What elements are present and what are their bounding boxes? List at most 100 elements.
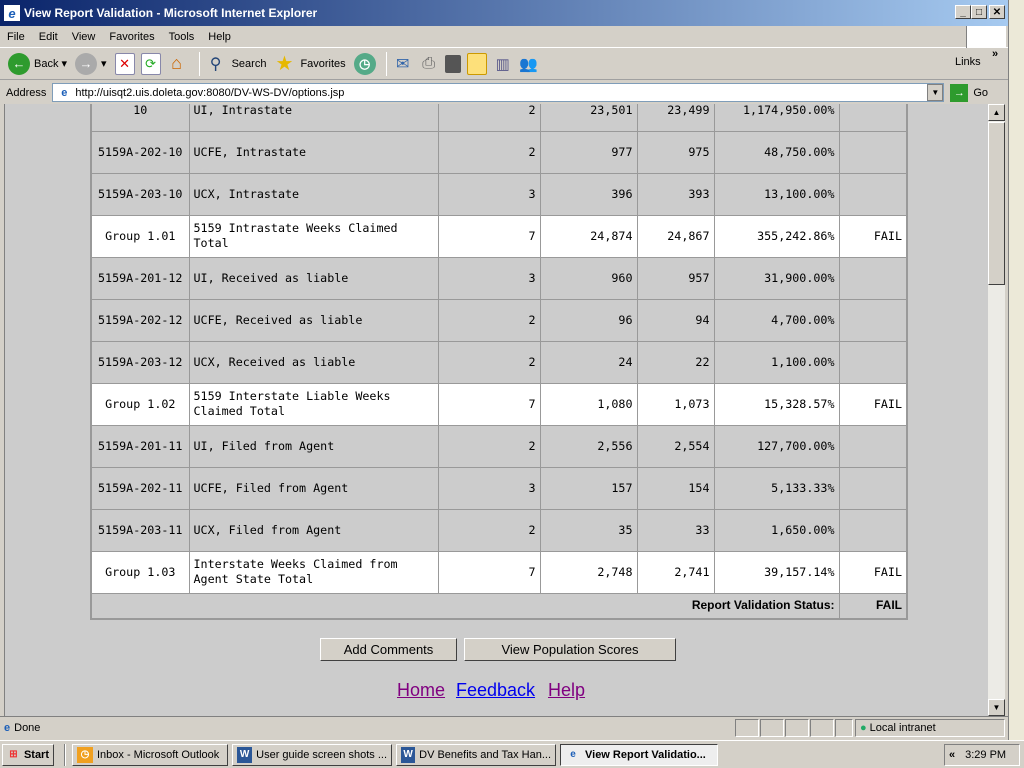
globe-icon: ●: [860, 722, 867, 734]
chevron-right-icon[interactable]: »: [992, 48, 999, 60]
status-label: Report Validation Status:: [90, 592, 840, 620]
table-row: 5159A-202-10 UCFE, Intrastate 2 977 975 48,75…: [90, 130, 908, 174]
stop-icon[interactable]: ✕: [114, 52, 135, 75]
task-ie[interactable]: e View Report Validatio...: [560, 743, 718, 766]
task-word-1[interactable]: W User guide screen shots ...: [232, 743, 392, 766]
cell-id: 5159A-201-12: [90, 256, 190, 300]
print-icon[interactable]: ⎙: [422, 54, 436, 72]
cell-status: FAIL: [838, 382, 908, 426]
menu-file[interactable]: File: [7, 30, 25, 43]
links-button[interactable]: Links: [955, 56, 981, 68]
page-content: 10 UI, Intrastate 2 23,501 23,499 1,174,950.0…: [4, 104, 988, 716]
add-comments-button[interactable]: Add Comments: [320, 638, 457, 661]
close-button[interactable]: ✕: [989, 5, 1005, 19]
status-bar: e Done ● Local intranet: [0, 716, 1008, 738]
help-link[interactable]: Help: [548, 680, 586, 700]
task-word-2[interactable]: W DV Benefits and Tax Han...: [396, 743, 556, 766]
minimize-button[interactable]: _: [955, 5, 971, 19]
edit-icon[interactable]: [444, 54, 461, 73]
cell-status: [838, 424, 908, 468]
address-input[interactable]: e http://uisqt2.uis.doleta.gov:8080/DV-W…: [52, 83, 945, 102]
status-pane: [810, 719, 834, 737]
cell-value-b: 2,554: [636, 424, 715, 468]
research-icon[interactable]: ▥: [495, 55, 510, 73]
cell-count: 7: [437, 382, 541, 426]
cell-value-b: 24,867: [636, 214, 715, 258]
forward-button[interactable]: → ▾: [75, 52, 107, 75]
refresh-icon[interactable]: ⟳: [140, 52, 161, 75]
cell-description: UCFE, Filed from Agent: [188, 466, 439, 510]
home-link[interactable]: Home: [397, 680, 446, 700]
system-tray: « 3:29 PM: [944, 743, 1020, 766]
messenger-icon[interactable]: 👥: [519, 55, 539, 73]
menu-edit[interactable]: Edit: [38, 30, 58, 43]
back-button[interactable]: ← Back ▾: [8, 52, 67, 75]
status-pane: [760, 719, 784, 737]
cell-percent: 355,242.86%: [713, 214, 840, 258]
cell-status: [838, 298, 908, 342]
cell-description: UCX, Intrastate: [188, 172, 439, 216]
cell-value-a: 2,748: [539, 550, 638, 594]
page-icon: e: [61, 86, 68, 99]
cell-id: 5159A-202-12: [90, 298, 190, 342]
cell-value-b: 22: [636, 340, 715, 384]
cell-value-a: 35: [539, 508, 638, 552]
cell-value-b: 23,499: [636, 104, 715, 132]
cell-value-b: 975: [636, 130, 715, 174]
cell-value-a: 24,874: [539, 214, 638, 258]
cell-percent: 1,174,950.00%: [713, 104, 840, 132]
cell-description: UI, Received as liable: [188, 256, 439, 300]
home-icon[interactable]: ⌂: [171, 53, 183, 73]
table-row: 5159A-202-12 UCFE, Received as liable 2 96 9…: [90, 298, 908, 342]
favorites-button[interactable]: ★ Favorites: [275, 53, 346, 75]
cell-id: 5159A-203-10: [90, 172, 190, 216]
cell-status: [838, 104, 908, 132]
cell-id: Group 1.03: [90, 550, 190, 594]
scroll-down-button[interactable]: ▼: [988, 699, 1005, 716]
cell-count: 2: [437, 130, 541, 174]
mail-icon[interactable]: ✉: [395, 55, 410, 73]
group-row: Group 1.03 Interstate Weeks Claimed from …: [90, 550, 908, 594]
zone-pane: ● Local intranet: [855, 719, 1005, 737]
address-dropdown-button[interactable]: ▼: [927, 84, 944, 101]
menu-view[interactable]: View: [71, 30, 96, 43]
cell-description: 5159 Interstate Liable Weeks Claimed Tot…: [188, 382, 439, 426]
cell-status: [838, 466, 908, 510]
scroll-up-button[interactable]: ▲: [988, 104, 1005, 121]
outlook-icon: ◷: [77, 746, 93, 763]
cell-count: 7: [437, 214, 541, 258]
cell-description: UI, Intrastate: [188, 104, 439, 132]
history-icon[interactable]: ◷: [353, 52, 376, 75]
cell-value-b: 2,741: [636, 550, 715, 594]
address-label: Address: [6, 86, 47, 99]
status-value: FAIL: [838, 592, 908, 620]
menu-tools[interactable]: Tools: [168, 30, 195, 43]
feedback-link[interactable]: Feedback: [456, 680, 536, 700]
ie-icon: e: [4, 5, 20, 21]
menu-favorites[interactable]: Favorites: [109, 30, 155, 43]
cell-id: Group 1.02: [90, 382, 190, 426]
tray-expand-icon[interactable]: «: [949, 748, 956, 761]
cell-id: 5159A-202-11: [90, 466, 190, 510]
search-button[interactable]: ⚲ Search: [206, 53, 267, 75]
scroll-thumb[interactable]: [988, 122, 1005, 285]
back-arrow-icon: ←: [8, 52, 30, 75]
clock: 3:29 PM: [965, 748, 1007, 761]
cell-percent: 31,900.00%: [713, 256, 840, 300]
cell-value-a: 2,556: [539, 424, 638, 468]
vertical-scrollbar[interactable]: ▲ ▼: [988, 104, 1005, 716]
page-icon: e: [4, 721, 11, 734]
note-icon[interactable]: [466, 52, 487, 75]
start-button[interactable]: ⊞ Start: [2, 743, 54, 766]
view-population-scores-button[interactable]: View Population Scores: [464, 638, 676, 661]
cell-value-b: 94: [636, 298, 715, 342]
go-button[interactable]: → Go: [950, 83, 988, 102]
menu-help[interactable]: Help: [208, 30, 231, 43]
task-outlook[interactable]: ◷ Inbox - Microsoft Outlook: [72, 743, 228, 766]
cell-value-b: 1,073: [636, 382, 715, 426]
cell-count: 2: [437, 104, 541, 132]
maximize-button[interactable]: □: [971, 5, 987, 19]
cell-status: [838, 508, 908, 552]
background-window-edge: [1008, 0, 1024, 740]
window-title: View Report Validation - Microsoft Inter…: [24, 6, 318, 20]
